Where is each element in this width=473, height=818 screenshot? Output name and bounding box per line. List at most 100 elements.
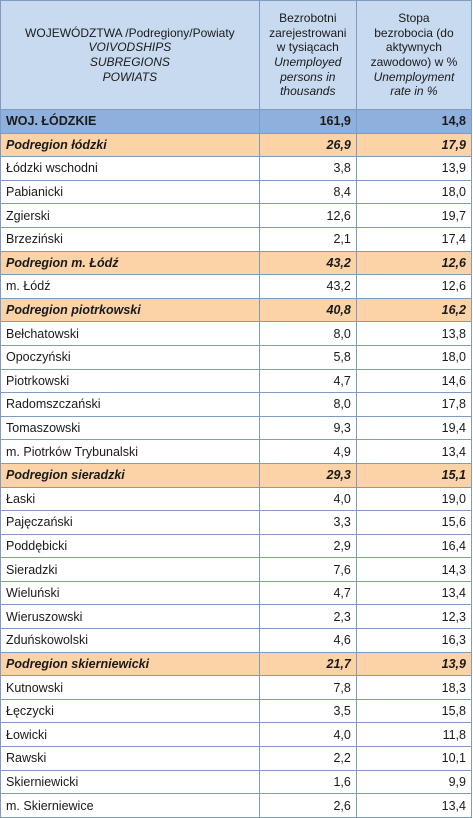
powiat-row: Bełchatowski 8,0 13,8 (0, 321, 473, 346)
header-persons-en-2: persons in (280, 69, 336, 84)
unemployed-persons-cell: 2,6 (258, 793, 357, 818)
unemployed-persons-cell: 3,5 (258, 698, 357, 724)
unemployed-persons-cell: 29,3 (258, 462, 357, 488)
region-name-cell: Tomaszowski (0, 415, 260, 441)
unemployment-rate-cell: 11,8 (355, 722, 473, 748)
unemployment-rate-cell: 15,8 (355, 698, 473, 724)
region-name-cell: Poddębicki (0, 533, 260, 559)
unemployment-rate-cell: 14,8 (355, 109, 473, 134)
unemployed-persons-cell: 2,9 (258, 533, 357, 559)
region-name-cell: Sieradzki (0, 557, 260, 582)
unemployment-rate-cell: 18,0 (355, 344, 473, 370)
unemployed-persons-cell: 40,8 (258, 297, 357, 323)
unemployment-rate-cell: 16,3 (355, 628, 473, 653)
unemployment-rate-cell: 13,4 (355, 580, 473, 606)
subregion-row: Podregion sieradzki 29,3 15,1 (0, 462, 473, 488)
table-body: WOJ. ŁÓDZKIE 161,9 14,8 Podregion łódzki 26,… (0, 109, 473, 818)
unemployment-rate-cell: 12,6 (355, 274, 473, 299)
region-name-cell: Podregion piotrkowski (0, 297, 260, 323)
powiat-row: m. Skierniewice 2,6 13,4 (0, 793, 473, 818)
unemployment-rate-cell: 18,0 (355, 179, 473, 205)
region-name-cell: Zgierski (0, 203, 260, 228)
unemployed-persons-cell: 12,6 (258, 203, 357, 228)
header-rate-pl-1: Stopa (398, 11, 430, 26)
header-region-en-subregions: SUBREGIONS (89, 55, 170, 69)
region-name-cell: Wieruszowski (0, 604, 260, 630)
unemployed-persons-cell: 2,3 (258, 604, 357, 630)
region-name-cell: Rawski (0, 746, 260, 771)
unemployment-rate-cell: 13,9 (355, 651, 473, 677)
region-name-cell: Skierniewicki (0, 769, 260, 795)
header-rate-pl-2: bezrobocia (do (374, 25, 454, 40)
subregion-row: Podregion łódzki 26,9 17,9 (0, 132, 473, 158)
header-rate-en-1: Unemployment (373, 69, 455, 84)
unemployment-rate-cell: 19,7 (355, 203, 473, 228)
header-persons-en-1: Unemployed (274, 55, 342, 69)
unemployed-persons-cell: 21,7 (258, 651, 357, 677)
region-name-cell: Bełchatowski (0, 321, 260, 346)
powiat-row: Kutnowski 7,8 18,3 (0, 675, 473, 700)
unemployment-rate-cell: 15,1 (355, 462, 473, 488)
powiat-row: Radomszczański 8,0 17,8 (0, 392, 473, 417)
unemployed-persons-cell: 26,9 (258, 132, 357, 158)
region-name-cell: Radomszczański (0, 392, 260, 417)
powiat-row: Wieluński 4,7 13,4 (0, 580, 473, 606)
powiat-row: Zgierski 12,6 19,7 (0, 203, 473, 228)
unemployed-persons-cell: 5,8 (258, 344, 357, 370)
unemployment-rate-cell: 19,0 (355, 486, 473, 512)
region-name-cell: Opoczyński (0, 344, 260, 370)
unemployed-persons-cell: 8,4 (258, 179, 357, 205)
region-name-cell: Piotrkowski (0, 368, 260, 394)
unemployment-rate-cell: 17,4 (355, 226, 473, 252)
unemployed-persons-cell: 8,0 (258, 392, 357, 417)
region-name-cell: Pajęczański (0, 510, 260, 535)
powiat-row: Rawski 2,2 10,1 (0, 746, 473, 771)
unemployed-persons-cell: 9,3 (258, 415, 357, 441)
region-name-cell: Łowicki (0, 722, 260, 748)
unemployment-rate-cell: 14,6 (355, 368, 473, 394)
header-region-en-voivodships: VOIVODSHIPS (88, 40, 172, 55)
powiat-row: Sieradzki 7,6 14,3 (0, 557, 473, 582)
region-name-cell: Łaski (0, 486, 260, 512)
unemployment-rate-cell: 13,9 (355, 156, 473, 181)
region-name-cell: Brzeziński (0, 226, 260, 252)
header-persons-pl-2: zarejestrowani (269, 25, 347, 40)
unemployment-rate-cell: 16,4 (355, 533, 473, 559)
region-name-cell: Podregion sieradzki (0, 462, 260, 488)
unemployment-rate-cell: 12,6 (355, 250, 473, 276)
unemployment-rate-cell: 15,6 (355, 510, 473, 535)
unemployment-rate-cell: 12,3 (355, 604, 473, 630)
powiat-row: Wieruszowski 2,3 12,3 (0, 604, 473, 630)
unemployed-persons-cell: 43,2 (258, 250, 357, 276)
header-region-column: WOJEWÓDZTWA /Podregiony/Powiaty VOIVODSH… (0, 0, 260, 110)
unemployed-persons-cell: 7,8 (258, 675, 357, 700)
header-persons-en-3: thousands (280, 84, 336, 99)
table-header-row: WOJEWÓDZTWA /Podregiony/Powiaty VOIVODSH… (0, 0, 473, 110)
unemployment-rate-cell: 16,2 (355, 297, 473, 323)
unemployed-persons-cell: 8,0 (258, 321, 357, 346)
unemployment-rate-cell: 17,8 (355, 392, 473, 417)
unemployed-persons-cell: 2,2 (258, 746, 357, 771)
subregion-row: Podregion piotrkowski 40,8 16,2 (0, 297, 473, 323)
powiat-row: Łowicki 4,0 11,8 (0, 722, 473, 748)
powiat-row: m. Łódź 43,2 12,6 (0, 274, 473, 299)
header-persons-pl-1: Bezrobotni (279, 11, 337, 26)
unemployment-rate-cell: 14,3 (355, 557, 473, 582)
powiat-row: Tomaszowski 9,3 19,4 (0, 415, 473, 441)
unemployed-persons-cell: 1,6 (258, 769, 357, 795)
unemployed-persons-cell: 4,6 (258, 628, 357, 653)
unemployment-rate-cell: 19,4 (355, 415, 473, 441)
region-name-cell: Podregion skierniewicki (0, 651, 260, 677)
header-persons-column: Bezrobotni zarejestrowani w tysiącach Un… (258, 0, 357, 110)
unemployment-rate-cell: 18,3 (355, 675, 473, 700)
region-name-cell: WOJ. ŁÓDZKIE (0, 109, 260, 134)
powiat-row: Poddębicki 2,9 16,4 (0, 533, 473, 559)
powiat-row: Łęczycki 3,5 15,8 (0, 698, 473, 724)
powiat-row: Piotrkowski 4,7 14,6 (0, 368, 473, 394)
powiat-row: Zduńskowolski 4,6 16,3 (0, 628, 473, 653)
powiat-row: Pabianicki 8,4 18,0 (0, 179, 473, 205)
unemployed-persons-cell: 161,9 (258, 109, 357, 134)
header-rate-en-2: rate in % (390, 84, 438, 99)
unemployed-persons-cell: 43,2 (258, 274, 357, 299)
